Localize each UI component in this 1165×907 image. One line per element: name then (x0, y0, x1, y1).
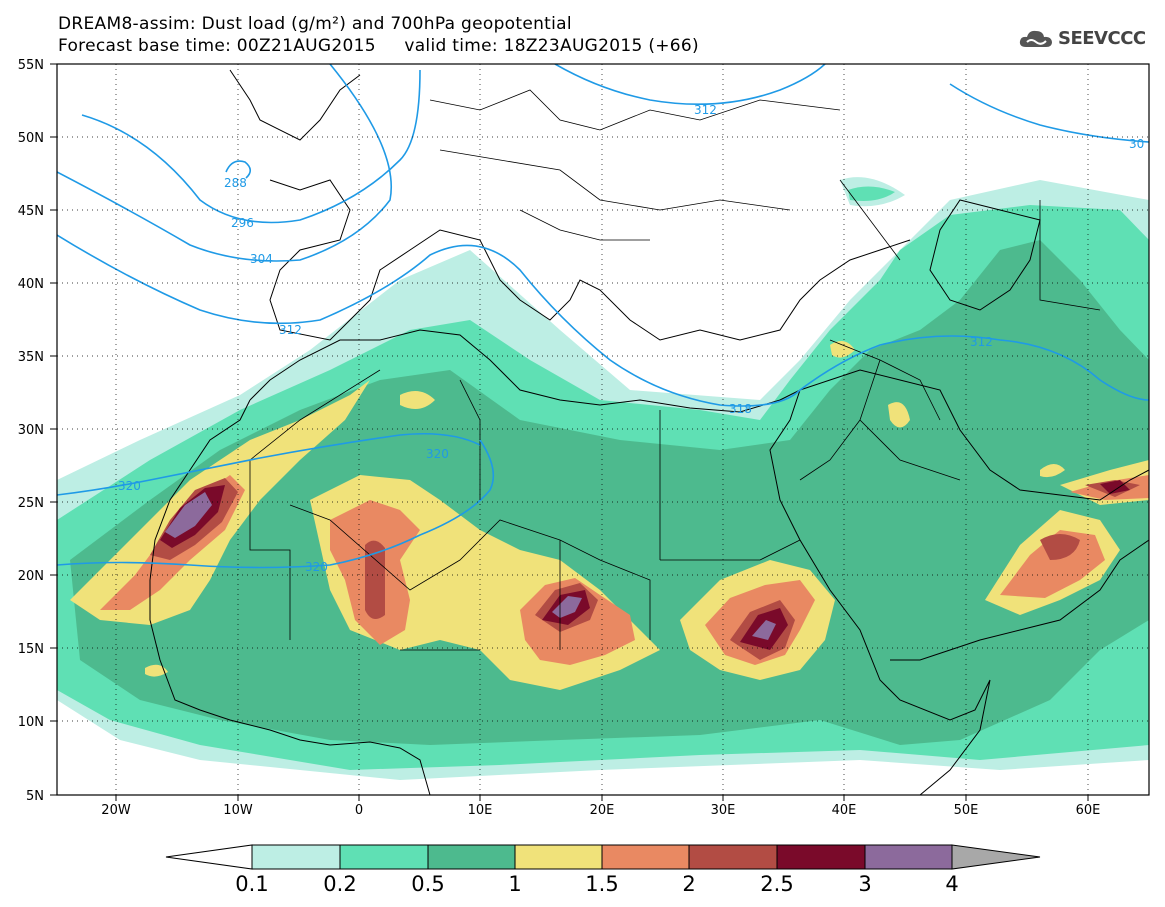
colorbar-label: 1.5 (585, 872, 619, 896)
lat-tick: 20N (18, 569, 44, 584)
contour-320-south (57, 439, 495, 569)
lat-tick: 30N (18, 423, 44, 438)
contour-label: 288 (224, 176, 247, 190)
lon-tick: 60E (1076, 803, 1101, 818)
contour-label: 318 (729, 402, 752, 416)
coastline-caspian (929, 199, 1041, 311)
lat-tick: 50N (18, 131, 44, 146)
coastline-africa (249, 329, 991, 795)
lat-tick-marks (50, 63, 57, 796)
lon-tick: 20E (590, 803, 615, 818)
grid-lines (57, 64, 1149, 795)
dust-level-1.5e (1000, 530, 1105, 598)
colorbar-bin (251, 844, 341, 870)
contour-label: 312 (694, 103, 717, 117)
lat-tick: 55N (18, 58, 44, 73)
contour-label: 320 (118, 479, 141, 493)
coastline-west-africa (149, 399, 431, 795)
colorbar-label: 4 (945, 872, 959, 896)
lat-tick: 35N (18, 350, 44, 365)
dust-level-2.5d (1100, 480, 1130, 494)
contour-label: 320 (426, 447, 449, 461)
lat-tick: 15N (18, 642, 44, 657)
contour-304 (57, 64, 392, 262)
colorbar-label: 0.1 (235, 872, 269, 896)
dust-level-3b (552, 596, 582, 618)
dust-level-2e (1040, 480, 1140, 560)
colorbar-bin (514, 844, 603, 870)
contour-label: 320 (305, 560, 328, 574)
logo-text: SEEVCCC (1058, 28, 1146, 49)
lat-tick: 10N (18, 715, 44, 730)
colorbar-label: 2 (682, 872, 696, 896)
lat-tick: 25N (18, 496, 44, 511)
colorbar-bin (776, 844, 866, 870)
dust-level-3 (165, 492, 212, 538)
lat-tick: 5N (26, 789, 44, 804)
geopotential-contours (57, 64, 1149, 569)
borders-middle-east (799, 200, 1101, 481)
contour-label: 312 (279, 323, 302, 337)
contour-312-north (554, 64, 826, 106)
contour-30x (949, 83, 1149, 143)
coastline-arabia (799, 369, 1149, 661)
borders-europe (429, 89, 901, 261)
contour-label: 30 (1129, 137, 1144, 151)
coastlines (149, 69, 1149, 795)
lon-tick-marks (115, 795, 1089, 801)
title-line-1: DREAM8-assim: Dust load (g/m²) and 700hP… (58, 14, 572, 34)
colorbar-label: 2.5 (760, 872, 794, 896)
colorbar-bin (601, 844, 690, 870)
title-line-2: Forecast base time: 00Z21AUG2015 valid t… (58, 36, 699, 56)
colorbar-label: 0.5 (411, 872, 445, 896)
dust-field (57, 177, 1149, 780)
cloud-icon (1019, 30, 1052, 47)
colorbar-bin (864, 844, 953, 870)
colorbar-bin (427, 844, 516, 870)
colorbar-label: 1 (508, 872, 522, 896)
contour-label: 312 (970, 335, 993, 349)
contour-312-west (57, 234, 1149, 407)
lat-tick: 40N (18, 277, 44, 292)
contour-label: 296 (231, 216, 254, 230)
contour-label: 304 (250, 252, 273, 266)
colorbar (165, 844, 1041, 870)
lon-axis: 20W 10W 0 10E 20E 30E 40E 50E 60E (101, 803, 1100, 818)
lon-tick: 50E (954, 803, 979, 818)
seevccc-logo: SEEVCCC (1018, 27, 1148, 53)
colorbar-label: 3 (858, 872, 872, 896)
colorbar-bin (339, 844, 429, 870)
colorbar-bin (688, 844, 778, 870)
colorbar-right-arrow (951, 844, 1041, 870)
lat-tick: 45N (18, 204, 44, 219)
contour-288 (225, 160, 252, 179)
lon-tick: 0 (355, 803, 363, 818)
dust-level-0.2b (848, 186, 895, 201)
lon-tick: 20W (101, 803, 131, 818)
lon-tick: 30E (711, 803, 736, 818)
contour-labels: 288 296 304 312 312 318 312 30 320 320 3… (118, 103, 1144, 574)
contour-320-west (57, 432, 481, 496)
colorbar-label: 0.2 (323, 872, 357, 896)
lat-axis: 55N 50N 45N 40N 35N 30N 25N 20N 15N 10N … (18, 58, 44, 804)
coastline-europe (229, 69, 911, 341)
dust-level-3c (752, 620, 776, 640)
lon-tick: 40E (832, 803, 857, 818)
lon-tick: 10W (223, 803, 253, 818)
colorbar-left-arrow (165, 844, 253, 870)
lon-tick: 10E (468, 803, 493, 818)
dust-level-0.5 (70, 240, 1149, 745)
contour-296 (81, 69, 421, 224)
dust-level-2b (365, 540, 385, 619)
